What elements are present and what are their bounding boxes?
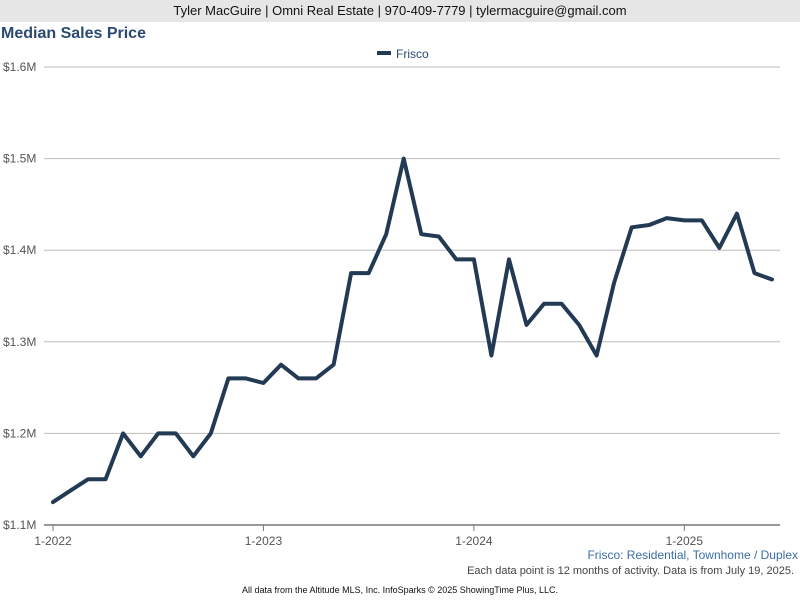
legend-label: Frisco: [396, 47, 429, 61]
y-tick-label: $1.1M: [3, 518, 36, 532]
activity-note: Each data point is 12 months of activity…: [467, 565, 794, 577]
chart-subtitle: Frisco: Residential, Townhome / Duplex: [587, 548, 798, 562]
x-tick-label: 1-2023: [245, 534, 283, 548]
grid-lines: [44, 66, 780, 526]
x-axis-ticks: 1-2022 1-2023 1-2024 1-2025: [34, 525, 703, 548]
chart-title: Median Sales Price: [1, 25, 146, 42]
x-tick-label: 1-2024: [455, 534, 493, 548]
series-line-frisco: [51, 156, 774, 505]
chart-legend: Frisco: [377, 47, 429, 61]
y-tick-label: $1.3M: [3, 335, 36, 349]
y-tick-label: $1.2M: [3, 426, 36, 440]
median-sales-price-chart: $1.1M$1.2M$1.3M$1.4M$1.5M$1.6M 1-2022 1-2…: [3, 47, 780, 548]
x-tick-label: 1-2022: [34, 534, 72, 548]
contact-header: Tyler MacGuire | Omni Real Estate | 970-…: [0, 0, 800, 22]
y-axis-ticks: $1.1M $1.2M $1.3M $1.4M $1.5M $1.6M: [3, 60, 36, 532]
series-lines: [51, 156, 774, 505]
x-tick-label: 1-2025: [666, 534, 704, 548]
y-tick-label: $1.4M: [3, 243, 36, 257]
data-source-footer: All data from the Altitude MLS, Inc. Inf…: [242, 585, 558, 595]
y-tick-label: $1.5M: [3, 152, 36, 166]
y-tick-label: $1.6M: [3, 60, 36, 74]
